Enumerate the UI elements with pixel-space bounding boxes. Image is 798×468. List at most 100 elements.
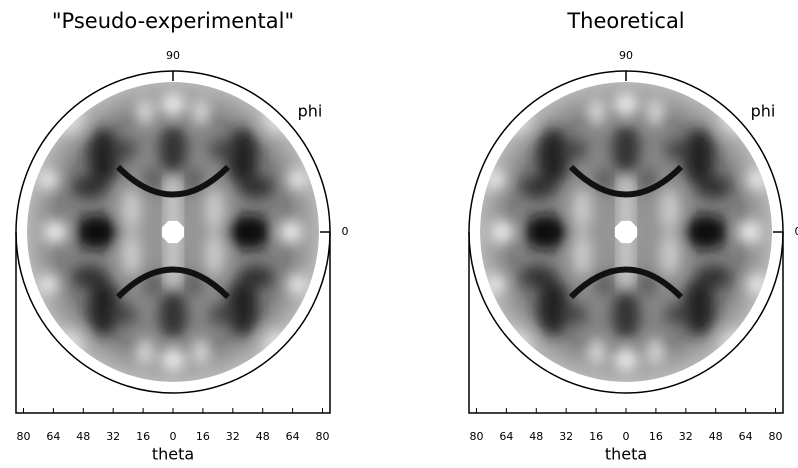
x-tick-label: 48	[709, 430, 723, 443]
feature	[614, 92, 638, 117]
feature	[54, 330, 83, 359]
feature	[682, 279, 715, 335]
x-tick-label: 0	[170, 430, 177, 443]
x-tick-label: 80	[16, 430, 30, 443]
x-tick-label: 16	[136, 430, 150, 443]
chart-title: "Pseudo-experimental"	[52, 9, 294, 33]
feature	[38, 169, 59, 190]
phi-label: phi	[751, 102, 776, 121]
arc	[115, 266, 231, 300]
feature	[159, 125, 187, 174]
feature	[563, 139, 588, 160]
feature	[278, 220, 303, 244]
feature	[572, 232, 593, 277]
x-axis-label: theta	[152, 445, 194, 464]
image-features	[484, 92, 768, 372]
panel: "Pseudo-experimental" phi 90 0 80 64 48 32 16 0 16…	[15, 9, 349, 464]
feature	[238, 265, 275, 289]
center	[614, 220, 638, 244]
feature	[614, 347, 638, 372]
feature	[612, 290, 640, 339]
x-tick-label: 32	[559, 430, 573, 443]
x-axis-label: theta	[605, 445, 647, 464]
x-tick-label: 48	[529, 430, 543, 443]
feature	[191, 98, 210, 126]
feature	[490, 220, 515, 244]
feature	[747, 169, 768, 190]
x-tick-label: 80	[769, 430, 783, 443]
arc	[568, 164, 684, 198]
feature	[287, 169, 308, 190]
x-tick-label: 64	[499, 430, 513, 443]
feature	[161, 347, 185, 372]
x-tick-label: 32	[226, 430, 240, 443]
feature	[43, 220, 68, 244]
feature	[121, 232, 142, 277]
x-tick-label: 32	[106, 430, 120, 443]
arc	[568, 266, 684, 300]
feature	[71, 265, 108, 289]
feature	[572, 187, 593, 232]
feature	[523, 214, 568, 250]
center	[161, 220, 185, 244]
feature	[587, 98, 606, 126]
diffraction-image	[27, 82, 319, 382]
feature	[721, 105, 750, 134]
feature	[659, 187, 680, 232]
feature	[209, 139, 234, 160]
x-tick-label: 64	[739, 430, 753, 443]
x-tick-label: 16	[649, 430, 663, 443]
feature	[263, 330, 292, 359]
x-tick-label: 80	[469, 430, 483, 443]
x-tick-label: 0	[623, 430, 630, 443]
diffraction-image	[480, 82, 772, 382]
feature	[563, 304, 588, 325]
feature	[664, 304, 689, 325]
feature	[238, 175, 275, 199]
feature	[227, 214, 272, 250]
feature	[747, 274, 768, 295]
x-tick-label: 16	[589, 430, 603, 443]
feature	[54, 105, 83, 134]
x-tick-label: 64	[286, 430, 300, 443]
feature	[646, 98, 665, 126]
feature	[695, 265, 732, 289]
feature	[209, 304, 234, 325]
phi-tick-label: 90	[166, 49, 180, 62]
x-tick-label: 64	[46, 430, 60, 443]
feature	[587, 338, 606, 366]
feature	[484, 169, 505, 190]
feature	[684, 214, 729, 250]
feature	[695, 175, 732, 199]
feature	[484, 274, 505, 295]
feature	[537, 129, 570, 185]
feature	[721, 330, 750, 359]
feature	[87, 279, 120, 335]
chart-title: Theoretical	[566, 9, 684, 33]
x-tick-label: 32	[679, 430, 693, 443]
arc	[115, 164, 231, 198]
feature	[161, 92, 185, 117]
feature	[520, 265, 557, 289]
phi-tick-label: 90	[619, 49, 633, 62]
feature	[112, 139, 137, 160]
phi-tick-label: 0	[342, 225, 349, 238]
x-tick-label: 16	[196, 430, 210, 443]
x-tick-label: 80	[316, 430, 330, 443]
feature	[226, 129, 259, 185]
feature	[612, 125, 640, 174]
feature	[38, 274, 59, 295]
feature	[121, 187, 142, 232]
phi-tick-label: 0	[795, 225, 798, 238]
feature	[71, 175, 108, 199]
feature	[74, 214, 119, 250]
feature	[136, 98, 155, 126]
feature	[226, 279, 259, 335]
panel: Theoretical phi 90 0 80 64 48 32 16 0 16 32 48 64 80 th…	[468, 9, 798, 464]
feature	[87, 129, 120, 185]
feature	[159, 290, 187, 339]
x-tick-label: 48	[76, 430, 90, 443]
x-tick-label: 48	[256, 430, 270, 443]
phi-label: phi	[298, 102, 323, 121]
